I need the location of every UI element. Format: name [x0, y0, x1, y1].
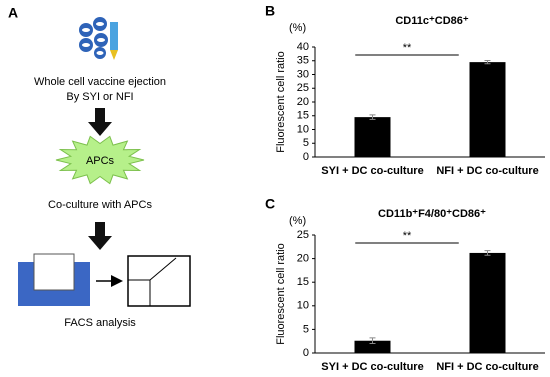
- y-tick-label: 30: [297, 68, 309, 80]
- step-text: Whole cell vaccine ejection: [34, 76, 166, 88]
- y-unit: (%): [289, 215, 306, 227]
- y-tick-label: 15: [297, 110, 309, 122]
- step-text: Co-culture with APCs: [48, 199, 152, 211]
- error-bar: [369, 114, 376, 120]
- down-arrow: [88, 108, 112, 136]
- error-bar: [484, 59, 491, 65]
- y-tick-label: 35: [297, 55, 309, 67]
- x-tick-label: SYI + DC co-culture: [321, 165, 423, 177]
- y-tick-label: 20: [297, 253, 309, 265]
- y-tick-label: 25: [297, 229, 309, 241]
- y-tick-label: 0: [303, 151, 309, 163]
- panel-label: B: [265, 3, 275, 19]
- x-tick-label: SYI + DC co-culture: [321, 361, 423, 373]
- cells-icon: [79, 17, 118, 60]
- chart-title: CD11b⁺F4/80⁺CD86⁺: [378, 208, 486, 220]
- y-axis-label: Fluorescent cell ratio: [275, 243, 287, 345]
- chart-title: CD11c⁺CD86⁺: [395, 15, 469, 27]
- y-axis-label: Fluorescent cell ratio: [275, 51, 287, 153]
- apc-label: APCs: [86, 155, 115, 167]
- error-bar: [484, 250, 491, 256]
- y-tick-label: 15: [297, 276, 309, 288]
- panel-label: A: [8, 5, 18, 21]
- y-tick-label: 5: [303, 137, 309, 149]
- down-arrow: [88, 222, 112, 250]
- facs-plot-icon: [127, 255, 191, 307]
- error-bar: [369, 337, 376, 345]
- step-text: FACS analysis: [64, 317, 136, 329]
- y-tick-label: 10: [297, 300, 309, 312]
- dish-icon: [33, 253, 75, 291]
- y-tick-label: 25: [297, 82, 309, 94]
- apc-star: [55, 135, 145, 185]
- y-tick-label: 10: [297, 123, 309, 135]
- significance-label: **: [403, 230, 412, 242]
- bar: [469, 252, 506, 353]
- x-tick-label: NFI + DC co-culture: [436, 165, 538, 177]
- x-tick-label: NFI + DC co-culture: [436, 361, 538, 373]
- significance-label: **: [403, 42, 412, 54]
- y-tick-label: 40: [297, 41, 309, 53]
- step-text: By SYI or NFI: [66, 91, 133, 103]
- panel-label: C: [265, 196, 275, 212]
- y-tick-label: 20: [297, 96, 309, 108]
- bar: [469, 62, 506, 157]
- y-tick-label: 0: [303, 347, 309, 359]
- y-unit: (%): [289, 22, 306, 34]
- y-tick-label: 5: [303, 323, 309, 335]
- bar: [354, 340, 391, 353]
- bar: [354, 117, 391, 157]
